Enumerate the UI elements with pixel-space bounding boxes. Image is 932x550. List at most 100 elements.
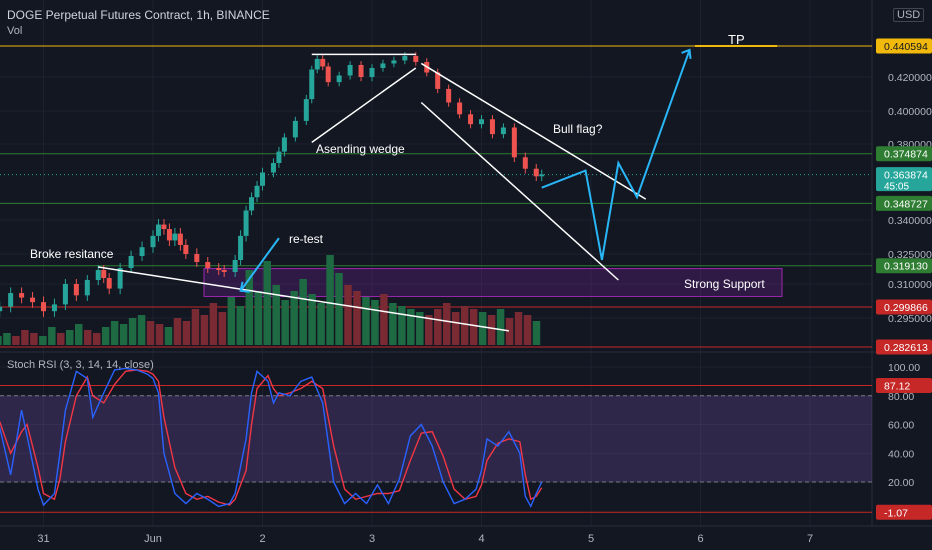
rsi-badge-label: -1.07 [884, 507, 908, 519]
volume-bar [245, 270, 254, 345]
candle-body [270, 163, 276, 173]
countdown-label: 45:05 [884, 182, 909, 193]
price-badge-label: 0.363874 [884, 170, 928, 182]
price-tick-label: 0.420000 [888, 72, 932, 84]
projection-arrowhead [681, 48, 692, 60]
volume-bar [12, 336, 20, 345]
volume-bar [344, 285, 352, 345]
rsi-tick-label: 100.00 [888, 362, 920, 374]
price-badge-label: 0.282613 [884, 342, 928, 354]
time-axis-label: 4 [478, 533, 484, 545]
volume-bar [299, 279, 307, 345]
price-tick-label: 0.340000 [888, 215, 932, 227]
price-tick-label: 0.295000 [888, 313, 932, 325]
price-badge-label: 0.299866 [884, 302, 928, 314]
candle-body [539, 174, 545, 177]
price-badge [876, 258, 932, 274]
candle-body [51, 304, 57, 312]
candle-body [413, 55, 419, 62]
volume-bar [290, 291, 298, 345]
volume-bar [398, 306, 406, 345]
candle-body [95, 270, 101, 280]
time-axis-label: 3 [369, 533, 375, 545]
time-axis-label: 6 [697, 533, 703, 545]
candle-body [500, 127, 506, 135]
candle-body [106, 278, 112, 289]
strong-support-label: Strong Support [684, 277, 765, 291]
candle-body [314, 58, 320, 70]
volume-bar [48, 327, 56, 345]
volume-bar [75, 324, 83, 345]
candle-body [238, 235, 244, 260]
candle-body [336, 75, 342, 83]
volume-bar [380, 294, 388, 345]
candle-body [254, 185, 260, 198]
candle-body [150, 235, 156, 248]
volume-bar [326, 255, 334, 345]
volume-bar [200, 315, 209, 345]
volume-bar [101, 327, 110, 345]
broke-resistance-label: Broke resitance [30, 247, 114, 261]
stoch-rsi-d-line [0, 369, 543, 506]
stoch-rsi-k-line [0, 367, 543, 509]
candle-body [41, 302, 46, 312]
volume-bar [21, 330, 29, 345]
rsi-tick-label: 60.00 [888, 420, 914, 432]
candle-body [73, 284, 79, 296]
price-badge [876, 339, 932, 355]
volume-bar [119, 324, 128, 345]
volume-bar [478, 312, 487, 345]
candle-body [8, 293, 14, 307]
price-tick-label: 0.400000 [888, 106, 932, 118]
flag-upper-line [420, 62, 647, 200]
volume-bar [263, 261, 271, 345]
candle-body [309, 69, 315, 100]
candle-body [281, 137, 287, 152]
volume-bar [416, 312, 424, 345]
volume-bar [532, 321, 541, 345]
volume-bar [236, 306, 245, 345]
candle-body [216, 268, 222, 270]
volume-bar [137, 315, 146, 345]
rsi-tick-label: 20.00 [888, 477, 914, 489]
volume-bar [281, 300, 289, 345]
candle-body [155, 224, 161, 236]
price-badge-label: 0.319130 [884, 261, 928, 273]
candle-body [435, 72, 441, 89]
candle-body [84, 280, 90, 296]
candle-body [194, 254, 200, 262]
candle-body [446, 88, 452, 103]
volume-bar [353, 291, 361, 345]
candle-body [380, 63, 386, 68]
candle-body [128, 256, 134, 268]
candle-body [358, 64, 364, 77]
candle-body [276, 151, 282, 163]
candle-body [468, 114, 474, 125]
volume-bar [66, 330, 74, 345]
volume-bar [57, 333, 65, 345]
candle-body [489, 119, 495, 135]
candle-body [391, 60, 397, 64]
retest-label: re-test [289, 232, 324, 246]
time-axis-label: 7 [807, 533, 813, 545]
volume-bar [442, 303, 451, 345]
retest-arrow [239, 237, 280, 292]
candle-body [0, 306, 3, 312]
volume-bars [0, 255, 541, 345]
ascending-wedge-label: Asending wedge [316, 142, 405, 156]
candle-body [402, 55, 408, 61]
currency-selector[interactable]: USD [893, 8, 925, 22]
tp-label: TP [728, 32, 745, 47]
volume-bar [110, 321, 119, 345]
volume-bar [362, 297, 370, 345]
price-badge [876, 299, 932, 315]
volume-bar [523, 315, 532, 345]
candle-body [205, 262, 211, 268]
time-axis-label: 5 [588, 533, 594, 545]
volume-bar [209, 303, 218, 345]
candle-body [260, 172, 265, 186]
price-tick-label: 0.325000 [888, 249, 932, 261]
time-axis-label: 31 [37, 533, 49, 545]
